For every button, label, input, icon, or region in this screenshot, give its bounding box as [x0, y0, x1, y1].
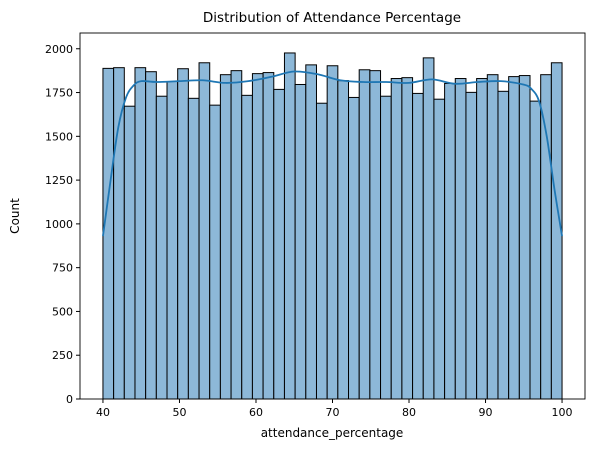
axes-group: 40 50 60 70 80 90 1000250500750100012501500175… [45, 32, 586, 419]
bars-group [102, 52, 563, 400]
histogram-bar [465, 91, 478, 400]
histogram-bar [476, 78, 488, 400]
y-axis-label: Count [8, 198, 22, 234]
histogram-bar [508, 76, 520, 400]
histogram-bar [454, 78, 467, 400]
histogram-bar [283, 52, 296, 400]
histogram-bar [262, 72, 275, 400]
x-tick-label: 80 [402, 406, 416, 419]
kde-line [102, 70, 563, 237]
histogram-bar [518, 75, 531, 400]
histogram-bar [348, 96, 360, 400]
histogram-bar [187, 97, 200, 400]
histogram-bar [177, 68, 189, 400]
kde-group [102, 70, 563, 237]
histogram-bar [497, 90, 510, 400]
histogram-bar [529, 100, 542, 400]
histogram-bar [326, 65, 339, 400]
y-tick-label: 1500 [45, 130, 73, 143]
y-tick-label: 1750 [45, 87, 73, 100]
y-tick-label: 2000 [45, 43, 73, 56]
histogram-bar [155, 95, 168, 400]
y-tick-label: 1000 [45, 218, 73, 231]
histogram-bar [273, 88, 285, 400]
histogram-bar [401, 77, 414, 400]
histogram-bar [422, 57, 435, 400]
x-tick-label: 60 [249, 406, 263, 419]
histogram-bar [540, 74, 552, 400]
x-tick-label: 90 [479, 406, 493, 419]
histogram-bar [241, 94, 253, 400]
histogram-bar [337, 80, 350, 400]
y-tick-label: 1250 [45, 174, 73, 187]
histogram-bar [113, 67, 125, 400]
histogram-bar [315, 102, 328, 400]
histogram-bar [230, 70, 243, 400]
histogram-bar [444, 82, 456, 400]
histogram-bar [369, 70, 382, 400]
histogram-bar [380, 95, 392, 400]
x-tick-label: 50 [172, 406, 186, 419]
x-axis-label: attendance_percentage [261, 426, 404, 440]
histogram-bar [198, 62, 211, 400]
histogram-bar [209, 104, 221, 400]
y-tick-label: 750 [52, 262, 73, 275]
histogram-bar [294, 83, 307, 400]
y-tick-label: 500 [52, 305, 73, 318]
x-tick-label: 100 [552, 406, 573, 419]
histogram-bar [166, 81, 179, 400]
chart-title: Distribution of Attendance Percentage [203, 10, 461, 26]
histogram-bar [358, 69, 371, 400]
histogram-bar [433, 98, 446, 400]
histogram-bar [123, 105, 136, 400]
histogram-bar [219, 74, 232, 400]
histogram-bar [102, 67, 115, 400]
histogram-bar [305, 64, 317, 400]
x-tick-label: 70 [326, 406, 340, 419]
histogram-bar [145, 71, 157, 400]
histogram-bar [486, 74, 499, 400]
histogram-bar [390, 78, 403, 400]
histogram-bar [412, 92, 424, 400]
y-tick-label: 250 [52, 349, 73, 362]
histogram-bar [251, 73, 264, 400]
x-tick-label: 40 [96, 406, 110, 419]
y-tick-label: 0 [66, 393, 73, 406]
histogram-bar [134, 67, 147, 400]
